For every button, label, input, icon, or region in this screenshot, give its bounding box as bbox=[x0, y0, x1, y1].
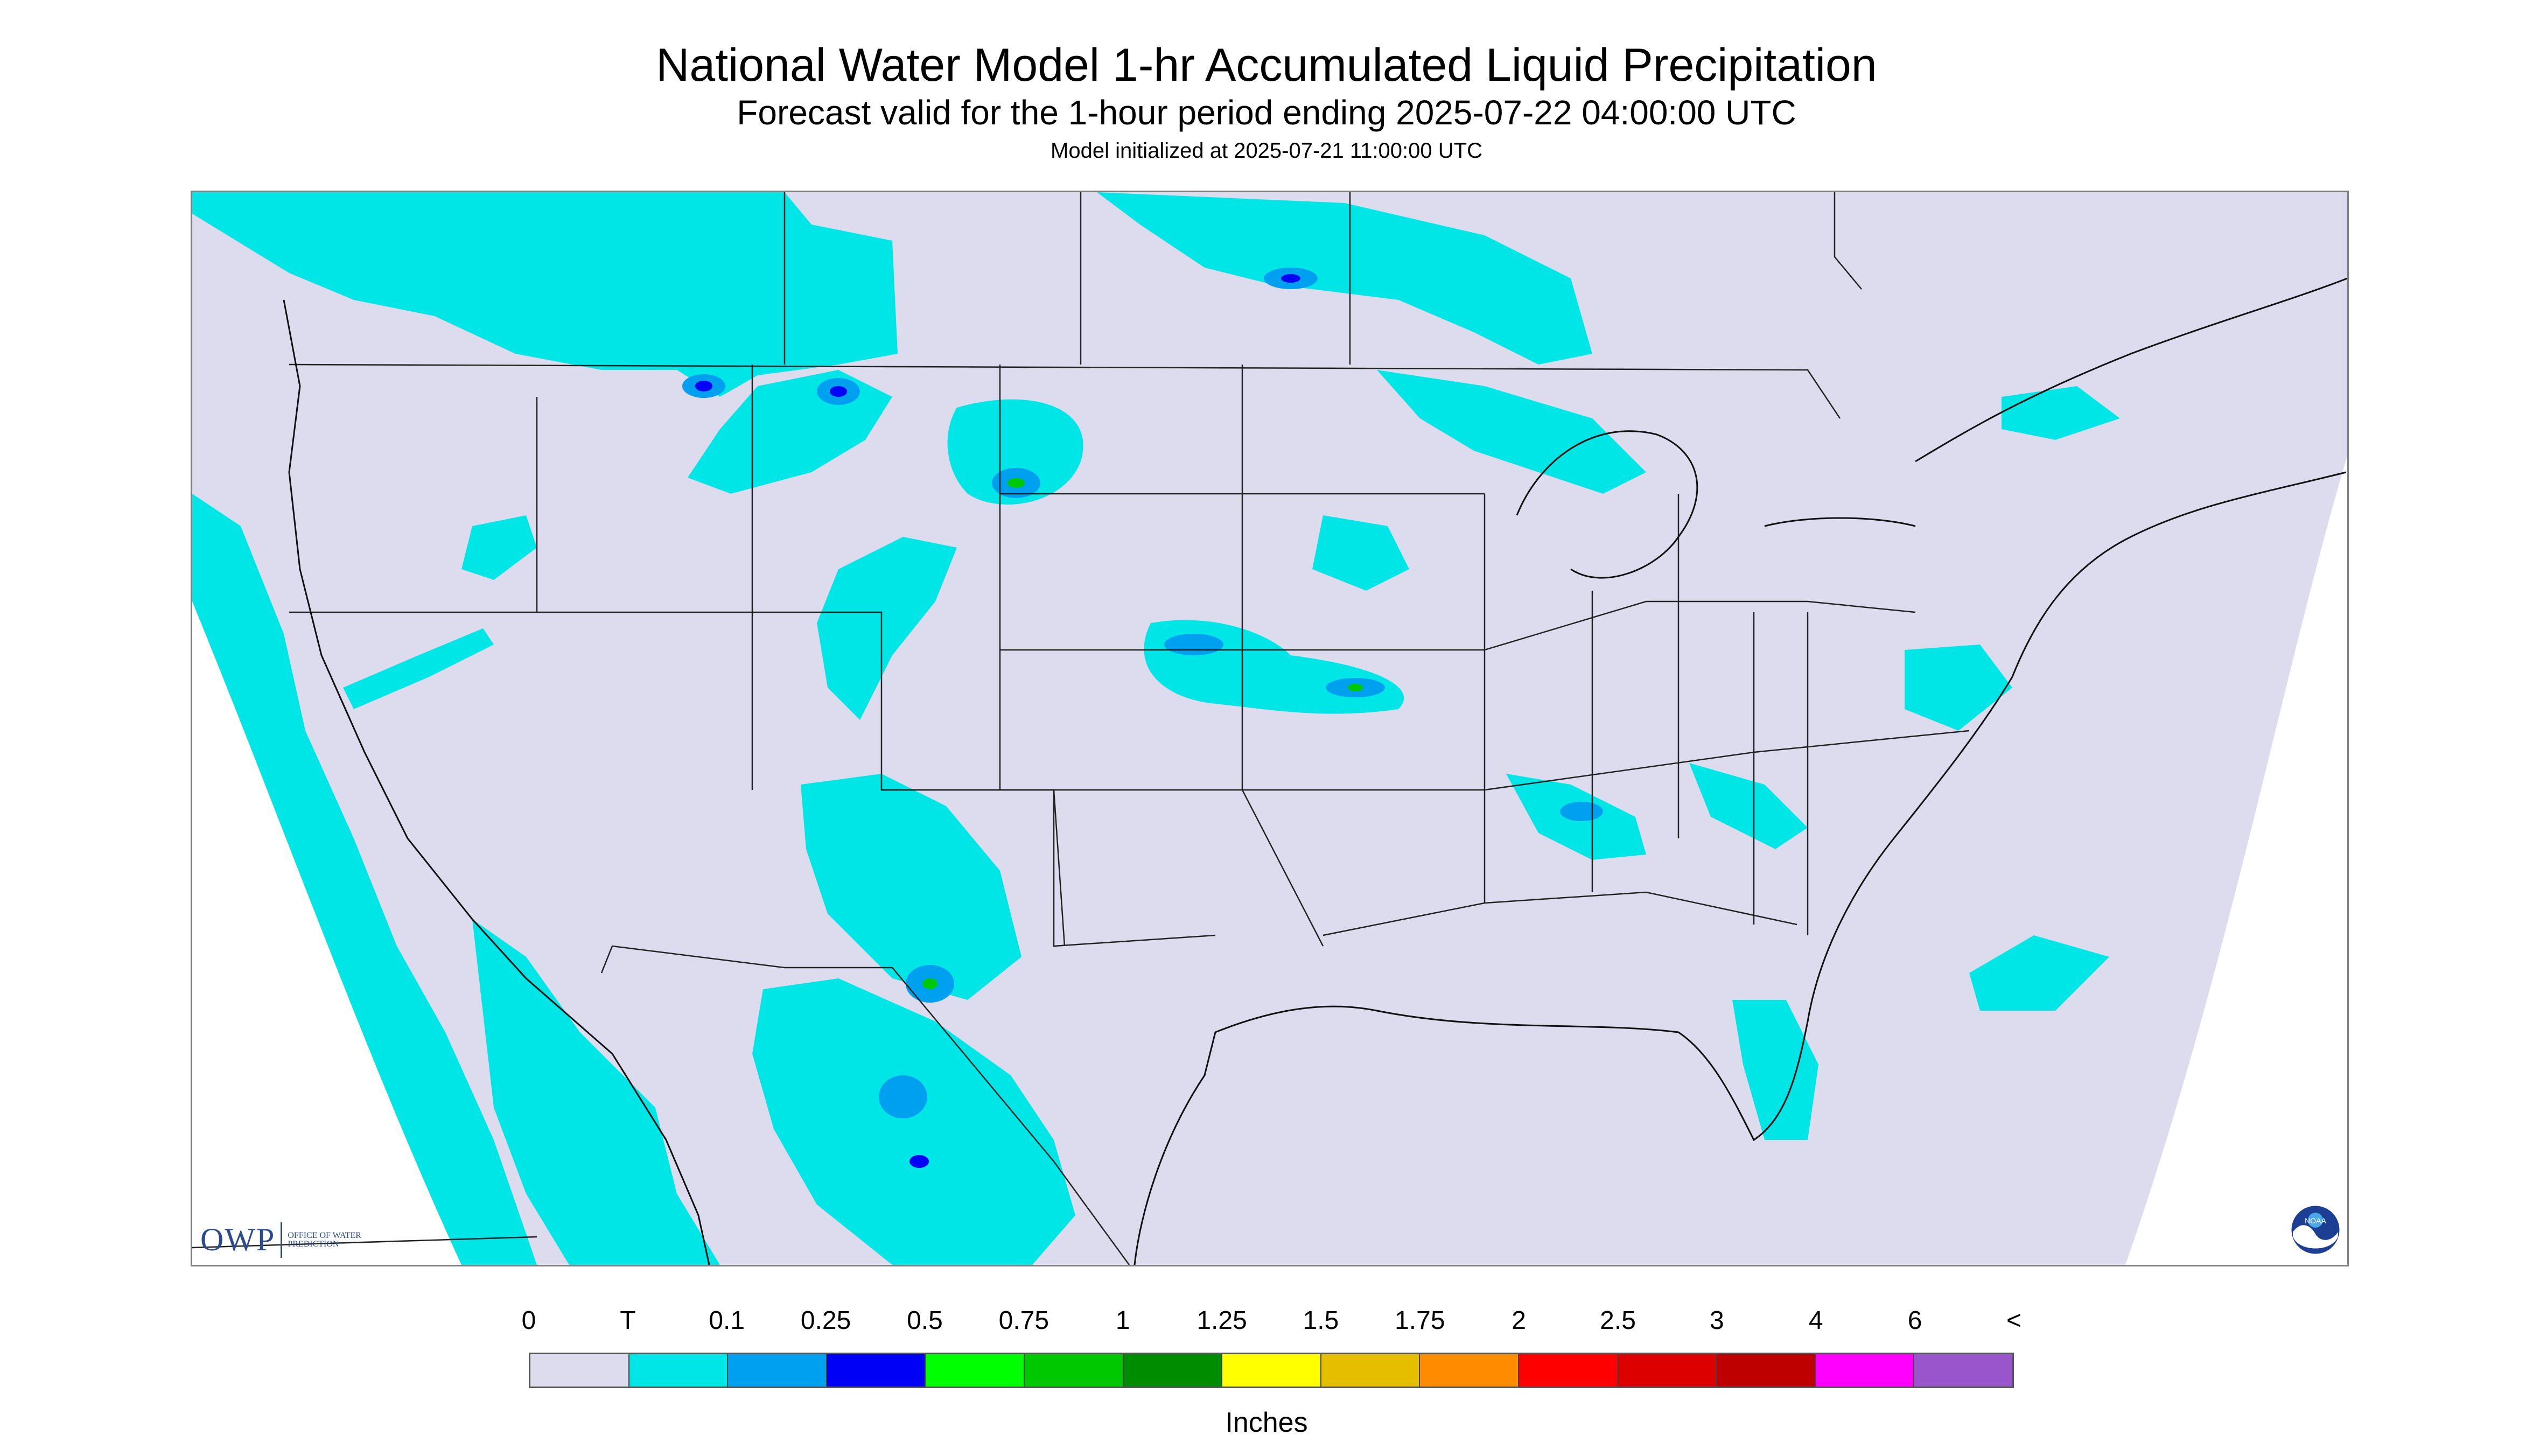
legend-tick-label: < bbox=[2006, 1306, 2022, 1335]
legend-swatch bbox=[1222, 1354, 1321, 1387]
owp-logo-mark: OWP bbox=[200, 1222, 276, 1257]
precip-area-carolinas bbox=[1689, 763, 1808, 849]
legend-tick-label: 4 bbox=[1808, 1306, 1823, 1335]
precip-area-mid-atlantic bbox=[1905, 645, 2012, 731]
precip-area-dakotas bbox=[947, 399, 1083, 505]
coastlines bbox=[283, 277, 2347, 1265]
owp-logo-divider bbox=[281, 1222, 283, 1258]
legend-swatch bbox=[1618, 1354, 1717, 1387]
legend-tick-label: 0.25 bbox=[800, 1306, 851, 1335]
legend-color-bar bbox=[529, 1353, 2014, 1388]
noaa-logo-icon: NOAA bbox=[2290, 1204, 2341, 1256]
legend-tick-label: 1.25 bbox=[1196, 1306, 1247, 1335]
precip-area-oregon bbox=[461, 515, 537, 580]
precip-area-florida bbox=[1732, 1000, 1818, 1140]
legend-swatch bbox=[827, 1354, 926, 1387]
precip-area-pacific bbox=[192, 494, 537, 1265]
precipitation-map bbox=[191, 191, 2349, 1266]
legend-units-label: Inches bbox=[1225, 1407, 1308, 1438]
legend-tick-label: 2.5 bbox=[1600, 1306, 1636, 1335]
precip-area-nevada bbox=[343, 628, 494, 709]
precip-cores-green bbox=[922, 478, 1363, 989]
legend-swatch bbox=[1420, 1354, 1519, 1387]
owp-logo-text: OFFICE OF WATER PREDICTION bbox=[288, 1230, 361, 1249]
legend-tick-label: T bbox=[620, 1306, 636, 1335]
precip-area-northeast bbox=[2002, 386, 2120, 440]
precip-area-north-b bbox=[1097, 192, 1592, 365]
legend-tick-label: 3 bbox=[1710, 1306, 1724, 1335]
legend-swatch bbox=[1321, 1354, 1421, 1387]
legend-tick-label: 1.75 bbox=[1395, 1306, 1445, 1335]
precip-area-north bbox=[192, 192, 898, 397]
legend-tick-label: 0.75 bbox=[998, 1306, 1049, 1335]
precip-area-iowa bbox=[1312, 515, 1409, 591]
precip-area-mexico bbox=[752, 978, 1075, 1265]
precip-cores-heavy bbox=[695, 274, 1300, 1168]
legend-swatch bbox=[1914, 1354, 2012, 1387]
map-canvas bbox=[192, 192, 2347, 1265]
legend-swatch bbox=[728, 1354, 827, 1387]
legend-tick-label: 0.5 bbox=[907, 1306, 943, 1335]
legend-swatch bbox=[629, 1354, 729, 1387]
precip-area-baja bbox=[472, 919, 720, 1265]
legend-swatch bbox=[1815, 1354, 1915, 1387]
svg-text:NOAA: NOAA bbox=[2305, 1216, 2326, 1225]
model-init-line: Model initialized at 2025-07-21 11:00:00… bbox=[1051, 139, 1482, 163]
precip-area-colorado bbox=[817, 537, 957, 720]
legend-tick-labels: 0 T 0.1 0.25 0.5 0.75 1 1.25 1.5 1.75 2 2.5 3 4 6 < bbox=[0, 1306, 2533, 1338]
precip-area-atlantic bbox=[1969, 935, 2109, 1011]
legend-swatch bbox=[1024, 1354, 1124, 1387]
legend-swatch bbox=[1519, 1354, 1618, 1387]
legend-swatch bbox=[926, 1354, 1025, 1387]
legend-tick-label: 1 bbox=[1115, 1306, 1130, 1335]
precip-area-newmexico bbox=[801, 774, 1021, 1000]
legend-tick-label: 1.5 bbox=[1303, 1306, 1339, 1335]
legend-tick-label: 0 bbox=[521, 1306, 536, 1335]
legend-swatch bbox=[1123, 1354, 1223, 1387]
legend-swatch bbox=[530, 1354, 629, 1387]
legend-tick-label: 6 bbox=[1907, 1306, 1922, 1335]
legend-tick-label: 2 bbox=[1512, 1306, 1527, 1335]
precip-area-greatlakes bbox=[1377, 370, 1646, 494]
legend-tick-label: 0.1 bbox=[709, 1306, 745, 1335]
legend-swatch bbox=[1717, 1354, 1816, 1387]
political-boundaries bbox=[192, 192, 1970, 1265]
map-subtitle: Forecast valid for the 1-hour period end… bbox=[737, 93, 1796, 132]
owp-logo: OWP OFFICE OF WATER PREDICTION bbox=[200, 1221, 363, 1258]
map-title: National Water Model 1-hr Accumulated Li… bbox=[656, 39, 1877, 91]
